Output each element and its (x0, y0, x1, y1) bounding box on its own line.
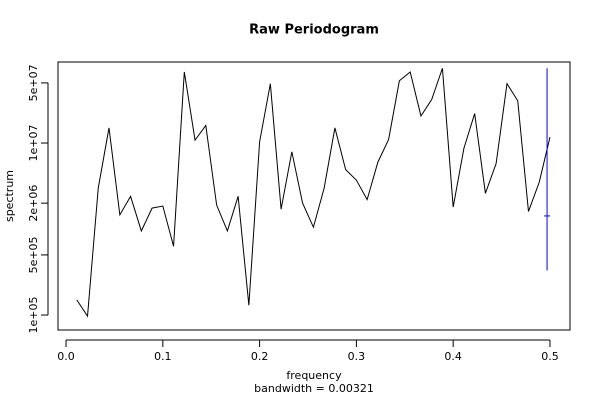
x-tick-label: 0.2 (251, 350, 269, 363)
plot-box (57, 61, 571, 331)
x-tick-label: 0.3 (348, 350, 366, 363)
spectrum-line (76, 68, 551, 318)
y-tick-label: 5e+07 (27, 64, 40, 101)
chart-title: Raw Periodogram (249, 23, 379, 38)
subtitle: bandwidth = 0.00321 (254, 382, 374, 395)
y-tick-label: 1e+07 (27, 125, 40, 162)
y-tick-label: 2e+06 (27, 185, 40, 222)
x-tick-label: 0.4 (444, 350, 462, 363)
x-tick-label: 0.1 (154, 350, 172, 363)
y-tick-label: 1e+05 (27, 297, 40, 334)
x-tick-label: 0.5 (541, 350, 559, 363)
x-axis-label: frequency (286, 369, 342, 382)
y-tick-label: 5e+05 (27, 236, 40, 273)
x-tick-label: 0.0 (57, 350, 75, 363)
y-axis-label: spectrum (3, 170, 16, 222)
